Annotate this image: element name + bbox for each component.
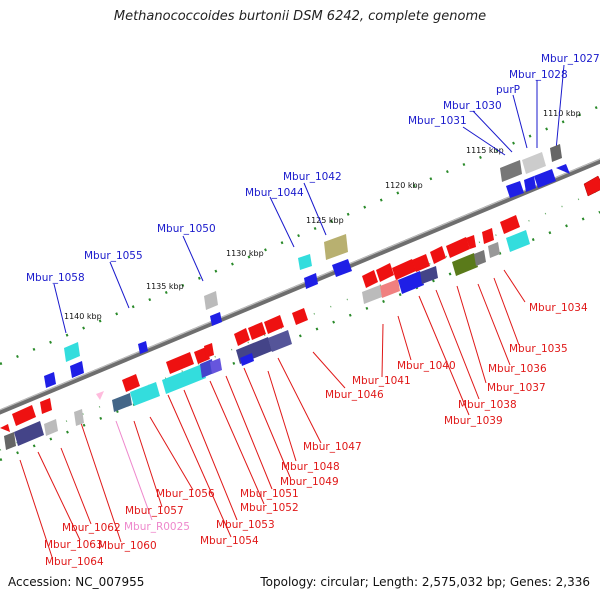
gene-label: Mbur_1030	[443, 100, 502, 112]
genome-summary-text: Topology: circular; Length: 2,575,032 bp…	[260, 575, 590, 589]
tick-track-light	[0, 189, 600, 451]
gene-label: Mbur_1055	[84, 250, 143, 262]
gene-label: Mbur_1058	[26, 272, 85, 284]
scale-label: 1130 kbp	[226, 249, 264, 258]
gene-label: Mbur_1057	[125, 505, 184, 517]
gene-label: Mbur_1053	[216, 519, 275, 531]
gene-label: Mbur_1060	[98, 540, 157, 552]
tick-tracks	[0, 104, 600, 462]
scale-label: 1135 kbp	[146, 282, 184, 291]
gene-labels-top: Mbur_1027 Mbur_1028 purP Mbur_1030 Mbur_1031…	[26, 53, 600, 284]
gene-label: Mbur_1036	[488, 363, 547, 375]
gene-label: Mbur_1027	[541, 53, 600, 65]
gene-label: Mbur_1049	[280, 476, 339, 488]
gene-label: Mbur_1054	[200, 535, 259, 547]
gene-label: Mbur_1052	[240, 502, 299, 514]
gene-labels-bottom: Mbur_1034 Mbur_1035 Mbur_1036 Mbur_1037 Mbur…	[44, 302, 588, 568]
scale-label: 1110 kbp	[543, 109, 581, 118]
label-connectors	[19, 64, 565, 558]
gene-label: Mbur_1047	[303, 441, 362, 453]
gene-label: Mbur_1042	[283, 171, 342, 183]
gene-label: Mbur_1063	[44, 539, 103, 551]
gene-label: Mbur_R0025	[124, 521, 190, 533]
scale-label: 1140 kbp	[64, 312, 102, 321]
genome-backbone	[0, 158, 600, 415]
scale-label: 1115 kbp	[466, 146, 504, 155]
gene-label: Mbur_1037	[487, 382, 546, 394]
gene-label: Mbur_1062	[62, 522, 121, 534]
gene-label: Mbur_1046	[325, 389, 384, 401]
map-title: Methanococcoides burtonii DSM 6242, comp…	[113, 9, 487, 24]
gene-label: Mbur_1050	[157, 223, 216, 235]
gene-label: Mbur_1064	[45, 556, 104, 568]
gene-label: purP	[496, 84, 520, 96]
gene-label: Mbur_1039	[444, 415, 503, 427]
gene-label: Mbur_1044	[245, 187, 304, 199]
accession-text: Accession: NC_007955	[8, 575, 145, 589]
gene-label: Mbur_1035	[509, 343, 568, 355]
scale-label: 1125 kbp	[306, 216, 344, 225]
gene-label: Mbur_1041	[352, 375, 411, 387]
gene-label: Mbur_1048	[281, 461, 340, 473]
gene-label: Mbur_1040	[397, 360, 456, 372]
gene-label: Mbur_1031	[408, 115, 467, 127]
gene-label: Mbur_1038	[458, 399, 517, 411]
gene-label: Mbur_1051	[240, 488, 299, 500]
scale-label: 1120 kbp	[385, 181, 423, 190]
gene-blocks-forward	[0, 175, 600, 450]
scale-labels: 1110 kbp 1115 kbp 1120 kbp 1125 kbp 1130 kbp…	[64, 109, 581, 321]
gene-label: Mbur_1034	[529, 302, 588, 314]
gene-label: Mbur_1056	[156, 488, 215, 500]
gene-label: Mbur_1028	[509, 69, 568, 81]
gene-blocks-top	[44, 144, 570, 388]
